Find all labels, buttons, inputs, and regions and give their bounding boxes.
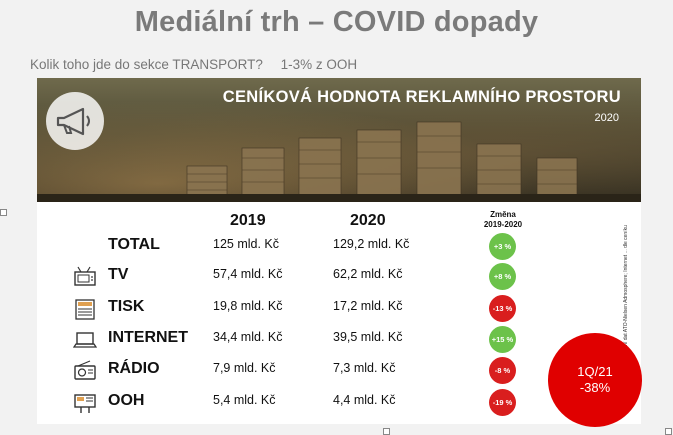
change-badge: -8 %	[489, 357, 516, 384]
column-header-2019: 2019	[230, 212, 266, 229]
row-label: INTERNET	[108, 329, 188, 346]
row-label: TV	[108, 266, 129, 283]
infographic-card[interactable]: CENÍKOVÁ HODNOTA REKLAMNÍHO PROSTORU 202…	[37, 78, 641, 424]
callout-period: 1Q/21	[577, 363, 613, 379]
column-header-2020: 2020	[350, 212, 386, 229]
value-2020: 7,3 mld. Kč	[333, 361, 396, 375]
table-row-tisk: TISK 19,8 mld. Kč 17,2 mld. Kč -13 %	[37, 294, 641, 324]
change-header-label: Změna	[490, 210, 516, 219]
laptop-icon	[73, 332, 97, 348]
q1-callout[interactable]: 1Q/21 -38%	[548, 333, 642, 427]
banner-image: CENÍKOVÁ HODNOTA REKLAMNÍHO PROSTORU 202…	[37, 78, 641, 202]
change-badge: +8 %	[489, 263, 516, 290]
newspaper-icon	[75, 299, 95, 320]
change-badge: +15 %	[489, 326, 516, 353]
value-2019: 57,4 mld. Kč	[213, 267, 283, 281]
table-row-ooh: OOH 5,4 mld. Kč 4,4 mld. Kč -19 %	[37, 388, 641, 418]
megaphone-icon	[56, 107, 90, 136]
banner-title: CENÍKOVÁ HODNOTA REKLAMNÍHO PROSTORU	[222, 88, 621, 106]
row-label: RÁDIO	[108, 360, 160, 377]
row-label: TISK	[108, 298, 145, 315]
table-row-internet: INTERNET 34,4 mld. Kč 39,5 mld. Kč +15 %	[37, 325, 641, 355]
change-badge: +3 %	[489, 233, 516, 260]
value-2019: 7,9 mld. Kč	[213, 361, 276, 375]
banner-year: 2020	[594, 112, 619, 124]
value-2019: 19,8 mld. Kč	[213, 299, 283, 313]
column-header-change: Změna 2019-2020	[475, 210, 531, 230]
value-2019: 5,4 mld. Kč	[213, 393, 276, 407]
table-row-radio: RÁDIO 7,9 mld. Kč 7,3 mld. Kč -8 %	[37, 356, 641, 386]
table-row-total: TOTAL 125 mld. Kč 129,2 mld. Kč +3 %	[37, 232, 641, 262]
change-header-period: 2019-2020	[483, 220, 523, 229]
change-badge: -19 %	[489, 389, 516, 416]
radio-icon	[74, 360, 96, 380]
row-label: OOH	[108, 392, 145, 409]
value-2020: 17,2 mld. Kč	[333, 299, 403, 313]
subtitle-question: Kolik toho jde do sekce TRANSPORT?	[30, 57, 263, 72]
table-row-tv: TV 57,4 mld. Kč 62,2 mld. Kč +8 %	[37, 262, 641, 292]
resize-handle-left[interactable]	[0, 209, 7, 216]
value-2020: 39,5 mld. Kč	[333, 330, 403, 344]
value-2020: 4,4 mld. Kč	[333, 393, 396, 407]
tv-icon	[74, 266, 96, 286]
billboard-icon	[74, 394, 96, 413]
value-2020: 129,2 mld. Kč	[333, 237, 410, 251]
value-2019: 34,4 mld. Kč	[213, 330, 283, 344]
callout-change: -38%	[579, 380, 611, 395]
slide-subtitle: Kolik toho jde do sekce TRANSPORT? 1-3% …	[30, 57, 357, 72]
slide-title: Mediální trh – COVID dopady	[134, 6, 539, 38]
megaphone-badge	[46, 92, 104, 150]
subtitle-range: 1-3% z OOH	[280, 57, 358, 72]
value-2020: 62,2 mld. Kč	[333, 267, 403, 281]
row-label: TOTAL	[108, 236, 160, 253]
coin-stacks-image	[37, 121, 641, 202]
value-2019: 125 mld. Kč	[213, 237, 280, 251]
change-badge: -13 %	[489, 295, 516, 322]
